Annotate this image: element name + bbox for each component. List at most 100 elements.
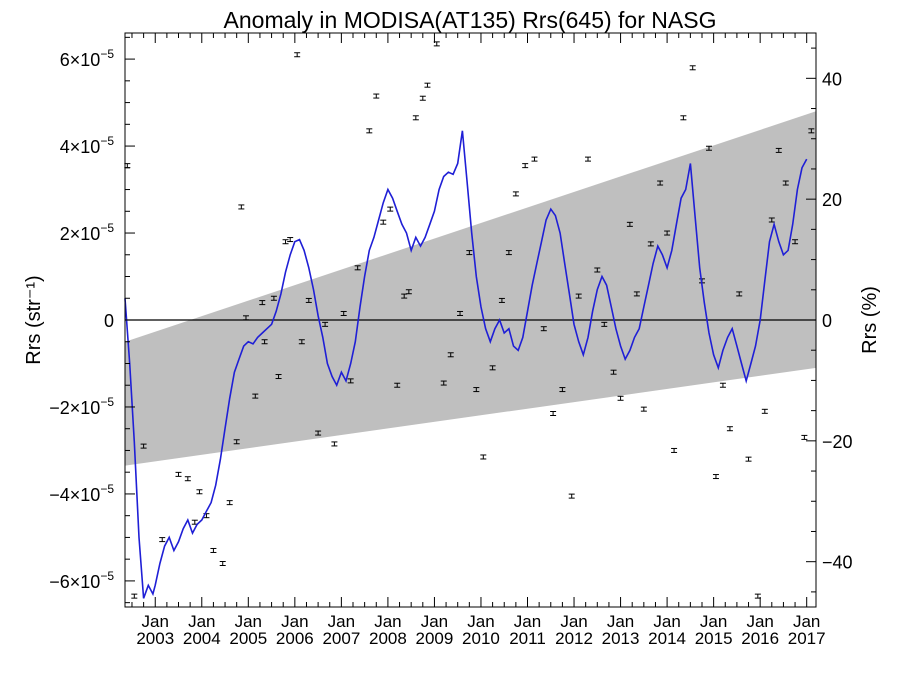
data-point [315, 430, 322, 436]
x-tick-label-year: 2010 [462, 629, 500, 648]
data-point [387, 206, 394, 212]
data-point [275, 374, 282, 380]
x-tick-label-month: Jan [514, 612, 541, 631]
data-point [808, 128, 815, 134]
data-point [705, 145, 712, 151]
data-point [233, 439, 240, 445]
data-point [373, 93, 380, 99]
y-tick-label-left: −2×10−5 [49, 395, 114, 418]
data-point [347, 378, 354, 384]
data-point [354, 265, 361, 271]
data-point [298, 339, 305, 345]
x-tick-label-month: Jan [188, 612, 215, 631]
data-point [540, 326, 547, 332]
data-point [394, 382, 401, 388]
data-point [196, 489, 203, 495]
data-point [340, 310, 347, 316]
x-tick-label-year: 2013 [602, 629, 640, 648]
data-point [726, 426, 733, 432]
x-axis-tick-labels: Jan2003Jan2004Jan2005Jan2006Jan2007Jan20… [136, 612, 825, 648]
y-axis-left-tick-labels: 6×10−5 4×10−5 2×10−5 0 −2×10−5 −4×10−5 −6×10−5 [49, 47, 114, 592]
plot-area [124, 32, 817, 608]
data-point [633, 291, 640, 297]
y-axis-right-label: Rrs (%) [859, 286, 881, 354]
data-point [424, 82, 431, 88]
data-point [489, 365, 496, 371]
data-point [512, 191, 519, 197]
data-point [559, 387, 566, 393]
x-tick-label-month: Jan [607, 612, 634, 631]
data-point [131, 593, 138, 599]
data-point [498, 297, 505, 303]
data-point [457, 310, 464, 316]
x-tick-label-month: Jan [374, 612, 401, 631]
y-tick-label-left: −4×10−5 [49, 482, 114, 505]
data-point [380, 219, 387, 225]
data-point [175, 471, 182, 477]
x-tick-label-year: 2008 [369, 629, 407, 648]
data-point [531, 156, 538, 162]
data-point [522, 163, 529, 169]
data-point [322, 321, 329, 327]
data-point [140, 443, 147, 449]
data-point [792, 239, 799, 245]
y-tick-label-right: 40 [822, 69, 842, 89]
data-point [768, 217, 775, 223]
x-tick-label-month: Jan [653, 612, 680, 631]
data-point [745, 456, 752, 462]
data-point [219, 561, 226, 567]
y-tick-label-left: 6×10−5 [60, 47, 115, 70]
y-tick-label-right: 0 [822, 311, 832, 331]
x-tick-label-year: 2006 [276, 629, 314, 648]
data-point [159, 537, 166, 543]
data-point [473, 387, 480, 393]
data-point [671, 447, 678, 453]
x-tick-label-month: Jan [746, 612, 773, 631]
data-point [261, 339, 268, 345]
y-axis-left-label: Rrs (str⁻¹) [23, 275, 45, 364]
x-tick-label-year: 2005 [229, 629, 267, 648]
x-tick-label-year: 2016 [741, 629, 779, 648]
data-point [680, 115, 687, 121]
x-tick-label-year: 2011 [509, 629, 546, 648]
x-tick-label-year: 2004 [183, 629, 221, 648]
y-axis-right-tick-labels: 40 20 0 −20 −40 [822, 69, 853, 572]
smoothed-anomaly-line [124, 130, 808, 599]
data-point [466, 250, 473, 256]
data-point [419, 95, 426, 101]
data-point [626, 221, 633, 227]
data-point [584, 156, 591, 162]
data-point [294, 52, 301, 58]
x-tick-label-month: Jan [142, 612, 169, 631]
data-point [259, 300, 266, 306]
data-point [331, 441, 338, 447]
x-tick-label-month: Jan [467, 612, 494, 631]
data-point [480, 454, 487, 460]
x-tick-label-month: Jan [700, 612, 727, 631]
y-tick-label-left: −6×10−5 [49, 569, 114, 592]
x-tick-label-year: 2003 [136, 629, 174, 648]
y-tick-label-right: −20 [822, 432, 853, 452]
data-point [505, 250, 512, 256]
chart-title: Anomaly in MODISA(AT135) Rrs(645) for NA… [224, 7, 717, 33]
data-point [252, 393, 259, 399]
data-point [550, 410, 557, 416]
data-point [305, 297, 312, 303]
data-point [282, 239, 289, 245]
data-point [405, 289, 412, 295]
data-point [287, 237, 294, 243]
y-tick-label-left: 4×10−5 [60, 134, 115, 157]
monthly-anomaly-points [124, 41, 815, 599]
x-tick-label-month: Jan [560, 612, 587, 631]
x-tick-label-year: 2007 [322, 629, 360, 648]
x-tick-label-year: 2017 [788, 629, 826, 648]
data-point [226, 500, 233, 506]
data-point [447, 352, 454, 358]
data-point [412, 115, 419, 121]
data-point [801, 434, 808, 440]
x-tick-label-year: 2015 [695, 629, 733, 648]
data-point [657, 180, 664, 186]
data-point [689, 65, 696, 71]
axis-ticks [125, 33, 816, 607]
